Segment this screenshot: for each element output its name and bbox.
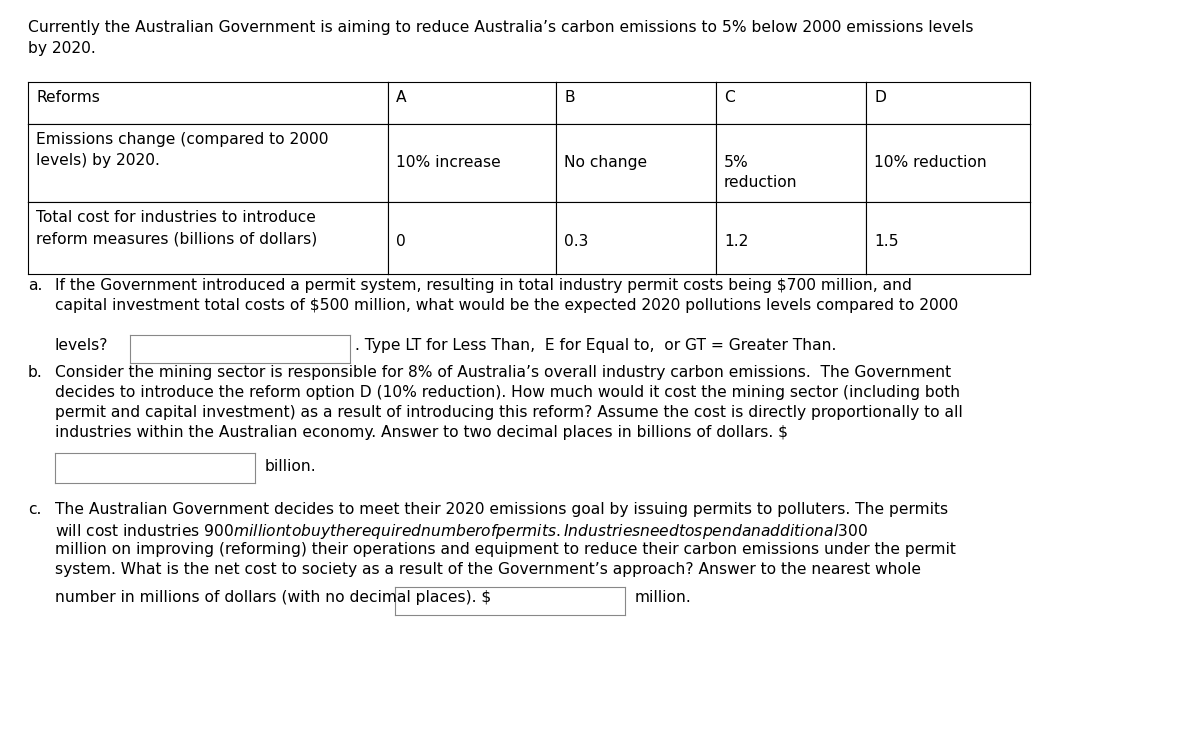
Text: 1.5: 1.5 <box>874 234 899 249</box>
Text: billion.: billion. <box>265 459 317 474</box>
Text: system. What is the net cost to society as a result of the Government’s approach: system. What is the net cost to society … <box>55 562 922 577</box>
Text: will cost industries $900 million to buy the required number of permits. Industr: will cost industries $900 million to buy… <box>55 522 868 541</box>
Text: A: A <box>396 90 407 105</box>
Text: number in millions of dollars (with no decimal places). $: number in millions of dollars (with no d… <box>55 590 491 605</box>
Text: 10% increase: 10% increase <box>396 155 500 170</box>
Text: capital investment total costs of $500 million, what would be the expected 2020 : capital investment total costs of $500 m… <box>55 298 959 313</box>
Text: 1.2: 1.2 <box>724 234 749 249</box>
Text: 5%
reduction: 5% reduction <box>724 155 798 190</box>
Text: Currently the Australian Government is aiming to reduce Australia’s carbon emiss: Currently the Australian Government is a… <box>28 20 973 56</box>
Text: 0: 0 <box>396 234 406 249</box>
Text: industries within the Australian economy. Answer to two decimal places in billio: industries within the Australian economy… <box>55 425 788 440</box>
Text: Total cost for industries to introduce
reform measures (billions of dollars): Total cost for industries to introduce r… <box>36 210 317 246</box>
Text: If the Government introduced a permit system, resulting in total industry permit: If the Government introduced a permit sy… <box>55 278 912 293</box>
Text: decides to introduce the reform option D (10% reduction). How much would it cost: decides to introduce the reform option D… <box>55 385 960 400</box>
Text: Reforms: Reforms <box>36 90 100 105</box>
Text: No change: No change <box>564 155 647 170</box>
Text: The Australian Government decides to meet their 2020 emissions goal by issuing p: The Australian Government decides to mee… <box>55 502 948 517</box>
Text: C: C <box>724 90 734 105</box>
Text: Emissions change (compared to 2000
levels) by 2020.: Emissions change (compared to 2000 level… <box>36 132 329 168</box>
Text: Consider the mining sector is responsible for 8% of Australia’s overall industry: Consider the mining sector is responsibl… <box>55 365 952 380</box>
Text: . Type LT for Less Than,  E for Equal to,  or GT = Greater Than.: . Type LT for Less Than, E for Equal to,… <box>355 338 836 353</box>
Text: 10% reduction: 10% reduction <box>874 155 986 170</box>
Text: permit and capital investment) as a result of introducing this reform? Assume th: permit and capital investment) as a resu… <box>55 405 962 420</box>
Text: D: D <box>874 90 886 105</box>
Text: 0.3: 0.3 <box>564 234 588 249</box>
Text: a.: a. <box>28 278 42 293</box>
Text: levels?: levels? <box>55 338 108 353</box>
Text: b.: b. <box>28 365 43 380</box>
Text: million.: million. <box>635 590 691 605</box>
Text: million on improving (reforming) their operations and equipment to reduce their : million on improving (reforming) their o… <box>55 542 956 557</box>
Text: c.: c. <box>28 502 41 517</box>
Text: B: B <box>564 90 575 105</box>
